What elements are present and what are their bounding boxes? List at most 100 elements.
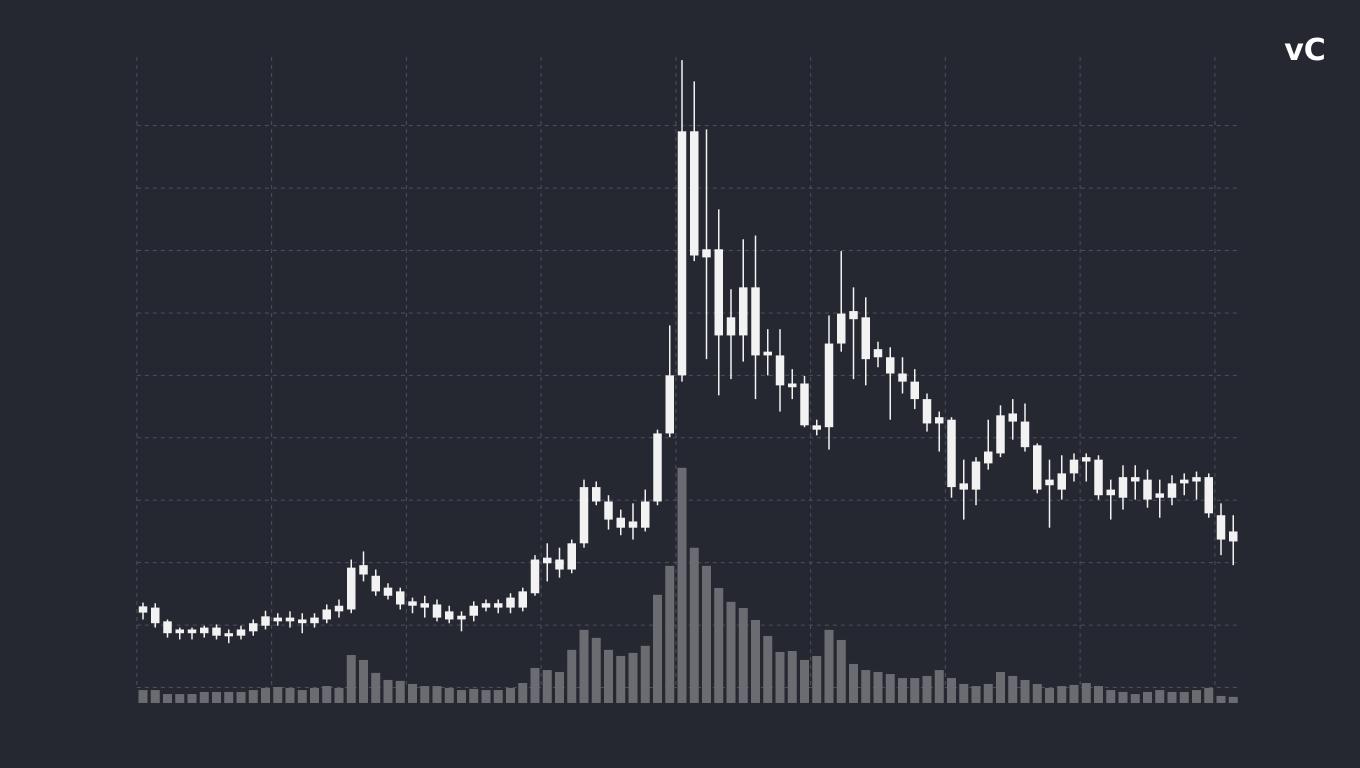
candle-body: [702, 249, 711, 258]
volume-bar: [297, 690, 307, 703]
candle-body: [1143, 479, 1152, 500]
volume-bar: [1045, 687, 1054, 703]
volume-bar: [322, 686, 332, 703]
candle-body: [151, 607, 160, 624]
volume-bar: [898, 678, 907, 703]
candle-body: [273, 617, 282, 622]
candle-body: [763, 351, 772, 356]
volume-bar: [1130, 694, 1140, 703]
volume-bar: [395, 680, 405, 703]
candle-body: [1155, 493, 1164, 498]
candle-body: [359, 565, 368, 575]
volume-bar: [640, 645, 650, 703]
volume-bar: [849, 663, 858, 703]
candle-body: [592, 487, 601, 502]
volume-bar: [1118, 691, 1128, 703]
volume-bar: [383, 679, 393, 703]
candle-body: [996, 415, 1005, 454]
volume-bar: [751, 619, 760, 703]
candle-body: [212, 627, 221, 636]
volume-bar: [481, 690, 491, 703]
candle-body: [714, 249, 723, 336]
candle-body: [579, 487, 589, 544]
volume-bar: [359, 659, 368, 703]
candle-body: [604, 501, 613, 520]
candle-body: [751, 287, 760, 356]
volume-bar: [1094, 686, 1103, 703]
candle-body: [1204, 477, 1213, 514]
candle-body: [628, 521, 638, 528]
candle-body: [824, 343, 834, 428]
candle-body: [1057, 473, 1066, 490]
candle-body: [1033, 445, 1042, 490]
volume-bar: [591, 637, 601, 703]
volume-bar: [763, 635, 773, 703]
volume-bar: [138, 690, 148, 703]
volume-bar: [934, 670, 944, 703]
volume-bar: [493, 690, 503, 703]
volume-bar: [996, 671, 1005, 703]
volume-bar: [542, 670, 552, 703]
volume-bar: [371, 672, 381, 703]
volume-bar: [273, 687, 283, 703]
volume-bar: [775, 651, 785, 703]
volume-layer: [138, 467, 1238, 703]
volume-bar: [1008, 675, 1018, 703]
volume-bar: [334, 687, 344, 703]
candle-body: [898, 373, 907, 382]
candle-body: [861, 317, 870, 360]
candle-body: [200, 627, 209, 634]
volume-bar: [175, 694, 185, 703]
candle-body: [739, 287, 748, 336]
candle-body: [530, 559, 540, 594]
volume-bar: [1167, 691, 1177, 703]
candle-body: [285, 617, 295, 622]
candle-body: [1216, 515, 1226, 540]
volume-bar: [689, 547, 699, 703]
volume-bar: [714, 587, 724, 703]
candle-body: [298, 619, 307, 624]
volume-bar: [187, 694, 197, 703]
candle-body: [641, 501, 650, 528]
candle-body: [555, 559, 564, 570]
candle-body: [494, 603, 503, 608]
volume-bar: [824, 629, 834, 703]
candle-body: [310, 617, 319, 624]
candle-body: [1167, 483, 1177, 498]
volume-bar: [702, 565, 711, 703]
candle-body: [175, 629, 184, 634]
candle-body: [1020, 421, 1030, 448]
candle-body: [371, 575, 380, 592]
volume-bar: [469, 688, 479, 703]
candle-body: [396, 591, 405, 605]
volume-bar: [224, 691, 234, 703]
volume-bar: [787, 651, 797, 703]
volume-bar: [1106, 690, 1116, 703]
volume-bar: [1204, 687, 1214, 703]
volume-bar: [408, 683, 417, 703]
candle-body: [347, 567, 356, 610]
volume-bar: [1228, 696, 1238, 703]
volume-bar: [579, 629, 589, 703]
volume-bar: [1081, 683, 1091, 703]
candle-body: [984, 451, 993, 464]
candle-body: [775, 355, 785, 386]
candle-body: [959, 483, 968, 490]
volume-bar: [885, 674, 895, 703]
volume-bar: [518, 683, 528, 703]
volume-bar: [616, 655, 626, 703]
volume-bar: [1216, 695, 1226, 703]
candle-body: [163, 621, 172, 634]
candle-body: [1082, 457, 1091, 462]
candle-body: [543, 557, 552, 564]
volume-bar: [983, 683, 993, 703]
candle-body: [138, 606, 148, 613]
candle-layer: [138, 60, 1238, 644]
volume-bar: [1032, 683, 1042, 703]
volume-bar: [959, 683, 969, 703]
volume-bar: [248, 690, 258, 703]
volume-bar: [922, 675, 932, 703]
candle-body: [420, 603, 429, 608]
